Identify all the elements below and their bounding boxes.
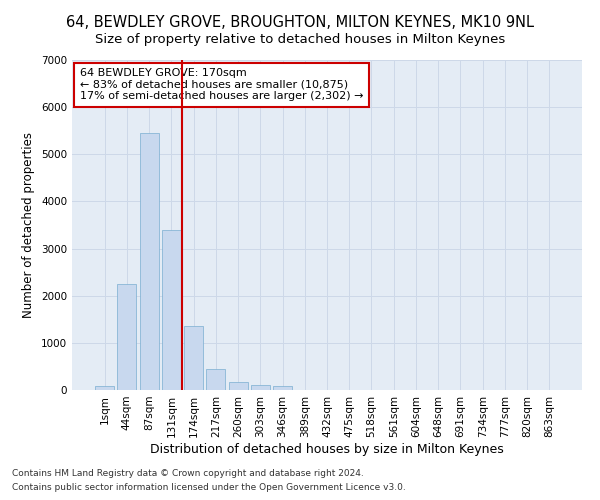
Bar: [251, 386, 270, 390]
Bar: [140, 133, 158, 390]
Bar: [273, 386, 292, 390]
Bar: [229, 382, 248, 390]
Text: Contains HM Land Registry data © Crown copyright and database right 2024.: Contains HM Land Registry data © Crown c…: [12, 468, 364, 477]
Text: Size of property relative to detached houses in Milton Keynes: Size of property relative to detached ho…: [95, 32, 505, 46]
X-axis label: Distribution of detached houses by size in Milton Keynes: Distribution of detached houses by size …: [150, 442, 504, 456]
Bar: [95, 386, 114, 390]
Y-axis label: Number of detached properties: Number of detached properties: [22, 132, 35, 318]
Text: Contains public sector information licensed under the Open Government Licence v3: Contains public sector information licen…: [12, 484, 406, 492]
Bar: [162, 230, 181, 390]
Text: 64, BEWDLEY GROVE, BROUGHTON, MILTON KEYNES, MK10 9NL: 64, BEWDLEY GROVE, BROUGHTON, MILTON KEY…: [66, 15, 534, 30]
Text: 64 BEWDLEY GROVE: 170sqm
← 83% of detached houses are smaller (10,875)
17% of se: 64 BEWDLEY GROVE: 170sqm ← 83% of detach…: [80, 68, 363, 102]
Bar: [184, 326, 203, 390]
Bar: [118, 284, 136, 390]
Bar: [206, 369, 225, 390]
